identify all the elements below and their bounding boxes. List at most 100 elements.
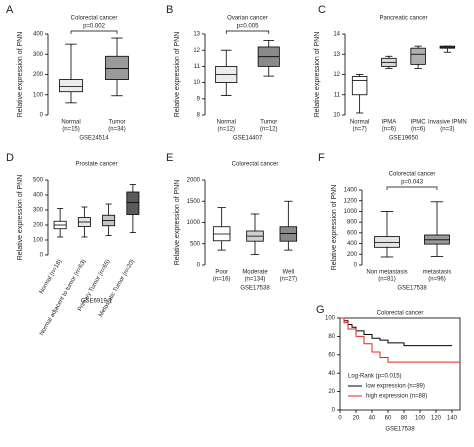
y-tick-label: 500 bbox=[190, 241, 201, 247]
significance-bracket bbox=[70, 30, 118, 34]
y-axis-label: Relative expression of PNN bbox=[174, 180, 181, 266]
chart-title: Ovarian cancer bbox=[227, 16, 268, 22]
x-tick-label: Invasive IPMN bbox=[428, 120, 467, 126]
x-tick-label: IPMA bbox=[382, 120, 397, 126]
y-tick-label: 10 bbox=[193, 80, 200, 86]
x-axis-label: GSE19650 bbox=[389, 136, 419, 142]
y-tick-label: 9 bbox=[197, 96, 201, 102]
x-tick-label: 40 bbox=[369, 416, 376, 422]
x-tick-label: Moderate bbox=[242, 270, 268, 276]
significance-bracket bbox=[386, 186, 438, 190]
legend-title: Log-Rank (p=0.015) bbox=[348, 374, 402, 380]
x-tick-label: 20 bbox=[353, 416, 360, 422]
x-tick-label: 120 bbox=[431, 416, 442, 422]
x-tick-sublabel: (n=27) bbox=[280, 277, 298, 283]
y-tick-label: 800 bbox=[347, 220, 358, 226]
y-tick-label: 1400 bbox=[344, 188, 358, 194]
panel-label: E bbox=[166, 152, 173, 164]
x-tick-sublabel: (n=12) bbox=[217, 127, 235, 133]
survival-curve bbox=[340, 317, 460, 363]
x-tick-label: 80 bbox=[401, 416, 408, 422]
y-tick-label: 100 bbox=[33, 238, 44, 244]
y-tick-label: 100 bbox=[33, 92, 44, 98]
y-tick-label: 400 bbox=[33, 32, 44, 38]
x-tick-label: Tumor bbox=[108, 120, 125, 126]
panel-label: B bbox=[166, 4, 173, 16]
y-tick-label: 12 bbox=[193, 48, 200, 54]
y-tick-label: 200 bbox=[33, 223, 44, 229]
y-tick-label: 100 bbox=[325, 316, 336, 322]
y-tick-label: 1000 bbox=[187, 220, 201, 226]
x-tick-label: 140 bbox=[447, 416, 458, 422]
y-tick-label: 10 bbox=[333, 113, 340, 119]
chart-title: Colorectal cancer bbox=[389, 172, 436, 178]
x-tick-label: Normal bbox=[217, 120, 236, 126]
y-tick-label: 400 bbox=[347, 241, 358, 247]
p-value: p=0.002 bbox=[83, 24, 106, 30]
box bbox=[105, 55, 129, 80]
panel-label: D bbox=[6, 152, 14, 164]
y-tick-label: 1500 bbox=[187, 199, 201, 205]
x-tick-label: IPMC bbox=[411, 120, 427, 126]
y-tick-label: 500 bbox=[33, 178, 44, 184]
y-tick-label: 60 bbox=[328, 352, 335, 358]
x-tick-sublabel: (n=6) bbox=[411, 127, 425, 133]
x-tick-sublabel: (n=6) bbox=[382, 127, 396, 133]
y-tick-label: 11 bbox=[194, 64, 201, 70]
y-axis-label: Relative expression of PNN bbox=[314, 32, 321, 118]
y-tick-label: 11 bbox=[334, 92, 341, 98]
box bbox=[374, 236, 400, 248]
y-tick-label: 40 bbox=[328, 371, 335, 377]
y-tick-label: 600 bbox=[347, 230, 358, 236]
x-tick-sublabel: (n=34) bbox=[108, 127, 126, 133]
x-tick-label: Tumor bbox=[260, 120, 277, 126]
y-tick-label: 200 bbox=[347, 252, 358, 258]
x-tick-label: 0 bbox=[338, 416, 342, 422]
x-axis-label: GSE14407 bbox=[233, 136, 263, 142]
y-tick-label: 12 bbox=[333, 72, 340, 78]
x-tick-sublabel: (n=16) bbox=[213, 277, 231, 283]
x-axis-label: GSE17538 bbox=[385, 427, 415, 433]
plot-frame bbox=[339, 317, 461, 411]
y-tick-label: 1000 bbox=[344, 209, 358, 215]
x-tick-sublabel: (n=7) bbox=[353, 127, 367, 133]
y-tick-label: 0 bbox=[40, 253, 44, 259]
y-tick-label: 0 bbox=[354, 263, 358, 269]
y-tick-label: 0 bbox=[40, 113, 44, 119]
y-tick-label: 300 bbox=[33, 52, 44, 58]
y-tick-label: 13 bbox=[193, 32, 200, 38]
y-tick-label: 80 bbox=[328, 334, 335, 340]
x-tick-sublabel: (n=134) bbox=[245, 277, 266, 283]
box bbox=[279, 226, 298, 242]
chart-title: Colorectal cancer bbox=[71, 16, 118, 22]
y-tick-label: 0 bbox=[197, 263, 201, 269]
x-tick-label: metastasis bbox=[423, 270, 452, 276]
x-tick-label: Normal bbox=[350, 120, 369, 126]
x-axis-label: GSE6919-1 bbox=[81, 299, 113, 305]
x-axis-label: GSE17538 bbox=[240, 286, 270, 292]
y-tick-label: 2000 bbox=[187, 178, 201, 184]
chart-title: Pancreatic cancer bbox=[379, 16, 427, 22]
x-tick-sublabel: (n=96) bbox=[428, 277, 446, 283]
box bbox=[59, 79, 83, 93]
panel-label: A bbox=[6, 4, 14, 16]
x-tick-label: Well bbox=[283, 270, 295, 276]
x-axis-label: GSE24514 bbox=[79, 136, 109, 142]
chart-title: Colorectal cancer bbox=[377, 311, 424, 317]
box bbox=[410, 47, 426, 65]
y-tick-label: 20 bbox=[328, 389, 335, 395]
y-tick-label: 13 bbox=[333, 52, 340, 58]
panel-label: C bbox=[318, 4, 326, 16]
box bbox=[351, 76, 368, 96]
x-tick-label: Non metastasis bbox=[366, 270, 407, 276]
p-value: p=0.005 bbox=[237, 24, 260, 30]
y-tick-label: 14 bbox=[333, 32, 340, 38]
panel-label: F bbox=[318, 152, 325, 164]
x-tick-label: 60 bbox=[385, 416, 392, 422]
box bbox=[126, 191, 140, 215]
survival-curve bbox=[340, 317, 452, 347]
y-tick-label: 1200 bbox=[344, 198, 358, 204]
x-tick-label: Poor bbox=[215, 270, 228, 276]
x-tick-label: 100 bbox=[415, 416, 426, 422]
